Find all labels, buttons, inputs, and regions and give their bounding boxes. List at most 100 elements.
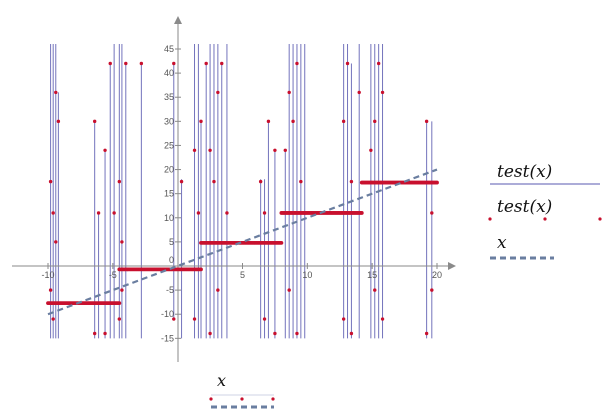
spike-point bbox=[108, 61, 112, 66]
spike-point bbox=[103, 331, 107, 336]
spike-point bbox=[139, 61, 144, 66]
y-tick-label: 40 bbox=[164, 68, 174, 78]
bottom-legend-point bbox=[271, 397, 275, 401]
y-tick-label: 30 bbox=[164, 116, 174, 126]
spike-point bbox=[54, 90, 58, 95]
spike-point bbox=[208, 331, 212, 336]
x-tick-label: 5 bbox=[240, 270, 245, 280]
spike-point bbox=[287, 288, 291, 292]
y-tick-label: 35 bbox=[164, 92, 174, 102]
y-tick-label: 10 bbox=[164, 213, 174, 223]
spike-point bbox=[299, 179, 303, 184]
spike-point bbox=[48, 288, 53, 292]
spike-point bbox=[51, 211, 55, 215]
spike-point bbox=[212, 179, 216, 184]
spike-point bbox=[92, 331, 97, 336]
spike-point bbox=[179, 179, 184, 184]
spike-point bbox=[369, 148, 373, 152]
legend-swatch-point bbox=[543, 217, 547, 221]
step-point bbox=[435, 180, 439, 185]
spike-point bbox=[51, 317, 55, 321]
spike-point bbox=[373, 288, 377, 292]
bottom-legend-point bbox=[209, 397, 213, 401]
spike-point bbox=[208, 148, 212, 152]
x-tick-label: 20 bbox=[432, 270, 442, 280]
legend-swatch-point bbox=[488, 217, 492, 221]
spike-point bbox=[120, 240, 124, 244]
step-point bbox=[117, 301, 122, 306]
spike-point bbox=[430, 288, 434, 292]
bottom-legend-point bbox=[240, 397, 244, 401]
identity-dashed-line bbox=[47, 168, 438, 316]
y-tick-label: 15 bbox=[164, 189, 174, 199]
spike-point bbox=[192, 317, 197, 321]
legend-label-line: test(x) bbox=[497, 162, 552, 182]
spike-point bbox=[262, 317, 267, 321]
legend-swatch-point bbox=[598, 217, 602, 221]
spike-point bbox=[273, 331, 277, 336]
spike-point bbox=[266, 119, 271, 124]
spike-point bbox=[56, 119, 61, 124]
y-tick-label: 5 bbox=[169, 237, 174, 247]
bottom-legend: x bbox=[209, 371, 275, 409]
y-tick-label: 25 bbox=[164, 140, 174, 150]
y-tick-label: -10 bbox=[161, 309, 174, 319]
spike-point bbox=[430, 211, 434, 215]
x-tick-label: 15 bbox=[367, 270, 377, 280]
spike-point bbox=[345, 61, 350, 66]
identity-line bbox=[47, 168, 438, 316]
point-markers bbox=[46, 61, 439, 336]
bottom-legend-label: x bbox=[217, 371, 226, 390]
spike-point bbox=[380, 317, 385, 321]
spike-lines bbox=[50, 44, 433, 339]
y-tick-label: -5 bbox=[166, 285, 174, 295]
x-tick-label: 10 bbox=[302, 270, 312, 280]
spike-point bbox=[373, 119, 377, 124]
spike-point bbox=[424, 119, 429, 124]
y-tick-label: 20 bbox=[164, 165, 174, 175]
spike-point bbox=[349, 179, 354, 184]
spike-point bbox=[341, 317, 346, 321]
spike-point bbox=[287, 90, 291, 95]
spike-point bbox=[124, 61, 128, 66]
spike-point bbox=[303, 211, 307, 215]
spike-point bbox=[295, 61, 299, 66]
legend: test(x) test(x) x bbox=[488, 162, 602, 260]
spike-point bbox=[273, 148, 277, 152]
spike-point bbox=[295, 331, 299, 336]
spike-point bbox=[92, 119, 97, 124]
origin-label: 0 bbox=[169, 255, 174, 265]
spike-point bbox=[192, 148, 197, 152]
spike-point bbox=[376, 61, 381, 66]
spike-point bbox=[172, 61, 176, 66]
step-point bbox=[279, 240, 284, 245]
spike-point bbox=[349, 331, 354, 336]
spike-point bbox=[204, 61, 208, 66]
spike-point bbox=[357, 90, 361, 95]
tick-labels: -10 -5 5 10 15 20 -15 -10 -5 5 10 15 20 25 30 35 40 45 0 bbox=[41, 44, 442, 343]
spike-point bbox=[262, 211, 267, 215]
y-tick-label: 45 bbox=[164, 44, 174, 54]
x-tick-label: -10 bbox=[41, 270, 54, 280]
spike-point bbox=[172, 317, 176, 321]
spike-point bbox=[103, 148, 107, 152]
spike-point bbox=[120, 288, 124, 292]
spike-point bbox=[117, 179, 122, 184]
spike-point bbox=[225, 211, 229, 215]
spike-point bbox=[291, 119, 295, 124]
x-tick-label: -5 bbox=[109, 270, 117, 280]
step-point bbox=[359, 211, 364, 215]
y-tick-label: -15 bbox=[161, 333, 174, 343]
spike-point bbox=[216, 288, 220, 292]
spike-point bbox=[54, 240, 58, 244]
spike-point bbox=[283, 148, 287, 152]
spike-point bbox=[112, 211, 116, 215]
axes bbox=[12, 16, 456, 362]
spike-point bbox=[96, 211, 101, 215]
step-point bbox=[199, 267, 203, 272]
spike-point bbox=[424, 331, 429, 336]
spike-point bbox=[216, 90, 220, 95]
legend-label-points: test(x) bbox=[497, 197, 552, 217]
spike-point bbox=[199, 119, 203, 124]
